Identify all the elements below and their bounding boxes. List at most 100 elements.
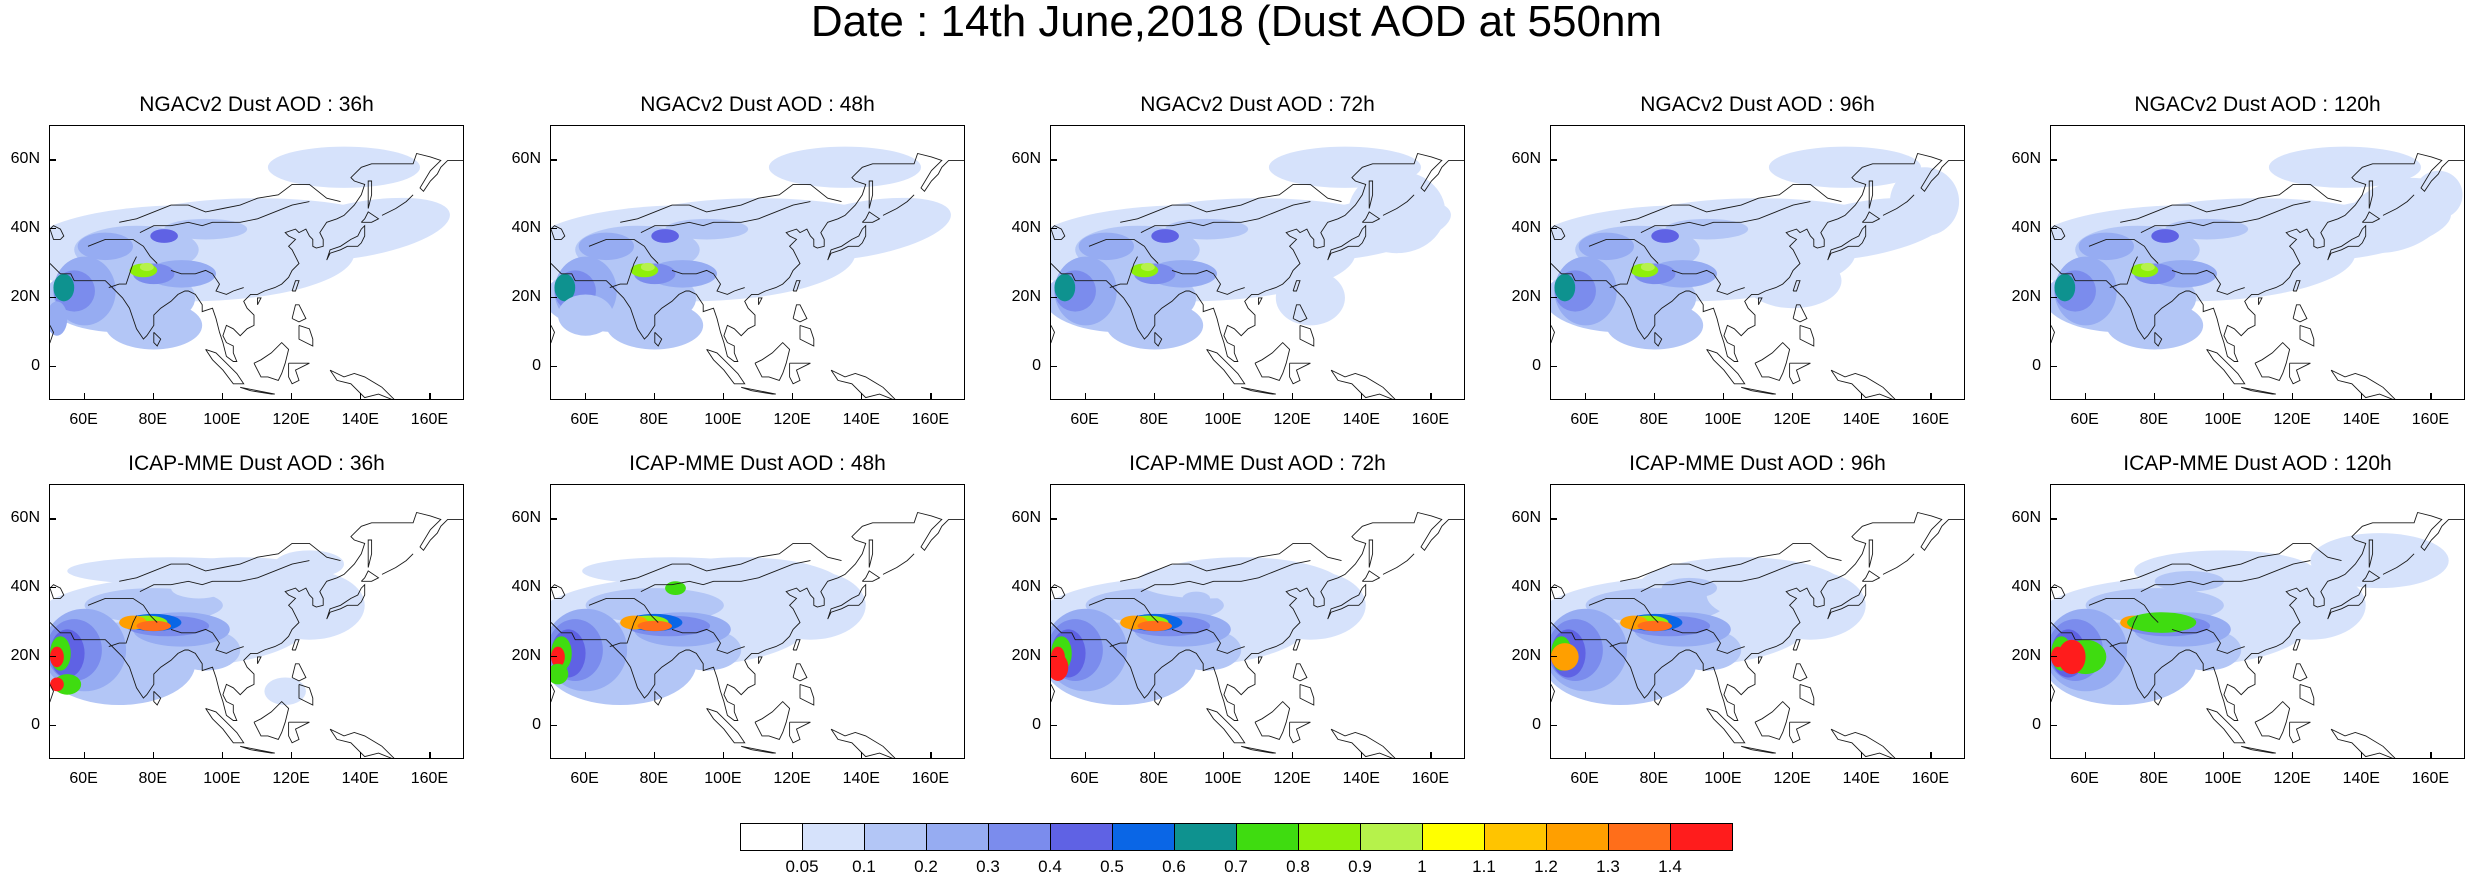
colorbar-label: 0.2 [914,857,938,876]
coastline [1706,348,1746,385]
coastline [551,511,964,721]
coastline [298,683,314,706]
dust-aod-cell [551,646,565,668]
coastline [1754,341,1791,381]
map-panel [49,484,464,759]
coastline [326,583,366,620]
coastline [1640,560,1811,593]
coastline [1140,560,1311,593]
coastline [654,331,663,347]
coastline [2368,180,2374,209]
lon-label: 100E [1204,411,1242,428]
dust-aod-cell [1051,653,1069,681]
coastline [827,224,867,261]
dust-aod-cell [1651,229,1679,243]
lat-label: 60N [1011,509,1041,527]
coastline [2292,304,2308,323]
colorbar-label: 1 [1417,857,1427,876]
coastline [1830,369,1896,399]
coastline [2051,584,2066,599]
coastline [153,331,162,347]
coastline [1154,690,1163,706]
lon-tick [1861,752,1863,759]
lon-tick [2361,752,2363,759]
map-panel [49,125,464,400]
lat-label: 60N [2011,150,2041,168]
lat-tick [1550,365,1557,367]
coastline [1330,728,1396,758]
colorbar-swatch [1608,823,1671,851]
coastline [2330,369,2396,399]
map-panel [1550,125,1965,400]
coastline [1292,663,1308,682]
coastline [253,341,290,381]
coastline [2051,225,2066,240]
coastline [792,663,808,682]
dust-aod-map [1051,511,1464,758]
coastline [2330,728,2396,758]
lat-tick [49,724,56,726]
colorbar-swatch [1670,823,1733,851]
coastline [1758,656,1763,665]
colorbar-swatch [1174,823,1237,851]
coastline [882,553,915,575]
dust-aod-cell [50,301,68,336]
lon-label: 80E [138,411,167,428]
dust-aod-cell [164,218,248,240]
coastline [1292,639,1301,651]
lon-tick [1930,752,1932,759]
lat-tick [1050,365,1057,367]
lat-tick [1550,296,1557,299]
coastline [1706,707,1746,744]
coastline [1368,539,1374,568]
coastline [861,211,881,223]
coastline [1109,615,1138,648]
lon-label: 60E [570,411,599,428]
coastline [291,663,307,682]
lat-tick [2050,518,2057,520]
lat-tick [2050,296,2057,299]
coastline [360,211,380,223]
coastline [1588,238,1659,264]
coastline [868,180,874,209]
coastline [1299,324,1315,347]
dust-aod-cell [665,581,686,595]
lon-label: 160E [2411,411,2450,428]
coastline [1830,728,1896,758]
colorbar-swatch [1112,823,1175,851]
coastline [1671,628,1745,654]
coastline [799,683,815,706]
coastline [706,348,746,385]
colorbar-label: 0.5 [1100,857,1124,876]
lat-label: 20N [2011,646,2041,664]
coastline [792,304,808,323]
lat-label: 20N [1011,287,1041,305]
dust-aod-map [551,146,964,399]
panel-title: NGACv2 Dust AOD : 72h [1140,93,1375,116]
colorbar-label: 0.4 [1038,857,1062,876]
lat-tick [550,518,557,520]
lon-label: 60E [1070,770,1099,787]
lon-tick [722,752,725,759]
coastline [1254,700,1291,740]
coastline [50,511,463,721]
lon-label: 120E [773,770,811,787]
colorbar-swatch [740,823,803,851]
lon-label: 100E [1204,770,1242,787]
lon-label: 80E [639,411,668,428]
coastline [1154,331,1163,347]
coastline [1368,180,1374,209]
lat-label: 20N [1511,287,1541,305]
lon-label: 60E [1070,411,1099,428]
dust-aod-map [1551,511,1964,758]
coastline [588,238,659,264]
lat-tick [550,296,557,299]
coastline [792,639,801,651]
coastline [1640,201,1811,234]
coastline [1799,324,1815,347]
coastline [1609,615,1638,648]
coastline [754,341,791,381]
lon-label: 160E [2411,770,2450,787]
lat-tick [49,228,56,230]
map-panel [2050,125,2465,400]
